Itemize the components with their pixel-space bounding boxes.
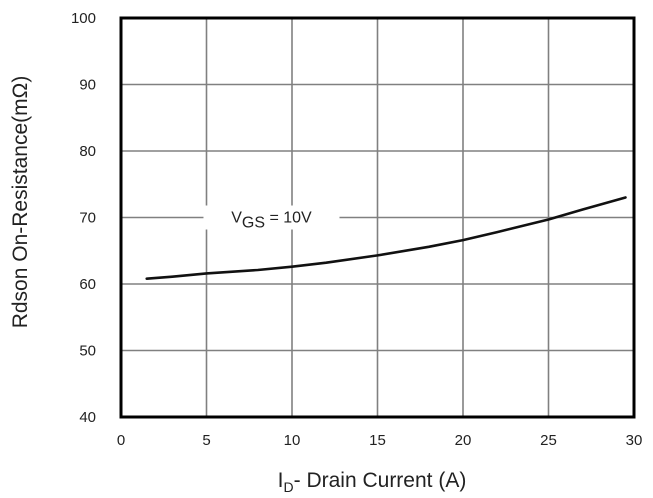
x-tick-label: 30 [626,432,643,449]
series-line [145,196,627,280]
x-tick-label: 25 [540,432,557,449]
y-tick-label: 60 [79,276,96,293]
y-tick-label: 100 [71,10,96,27]
x-axis-title-prefix: I [278,469,284,492]
y-axis-title: Rdson On-Resistance(mΩ) [9,76,32,329]
y-tick-labels: 40 50 60 70 80 90 100 [71,10,96,426]
y-tick-label: 70 [79,210,96,227]
x-tick-label: 15 [369,432,386,449]
x-tick-label: 10 [284,432,301,449]
x-axis-title-rest: - Drain Current (A) [294,469,467,492]
series-label-subscript: GS [242,215,265,232]
x-tick-labels: 0 5 10 15 20 25 30 [117,432,643,449]
plot-frame [119,16,636,419]
x-tick-label: 5 [202,432,210,449]
series-layer [145,196,627,280]
y-tick-label: 90 [79,77,96,94]
x-axis-title: ID- Drain Current (A) [278,469,467,495]
series-label-rest: = 10V [265,210,312,227]
series-label-background [203,205,340,230]
x-tick-label: 0 [117,432,125,449]
series-label: VGS = 10V [231,210,312,232]
x-tick-label: 20 [455,432,472,449]
grid-lines [121,18,634,417]
series-label-layer: VGS = 10V [203,205,340,232]
y-tick-label: 80 [79,143,96,160]
y-tick-label: 40 [79,409,96,426]
y-tick-label: 50 [79,343,96,360]
x-axis-title-subscript: D [284,479,294,495]
series-label-prefix: V [231,210,242,227]
